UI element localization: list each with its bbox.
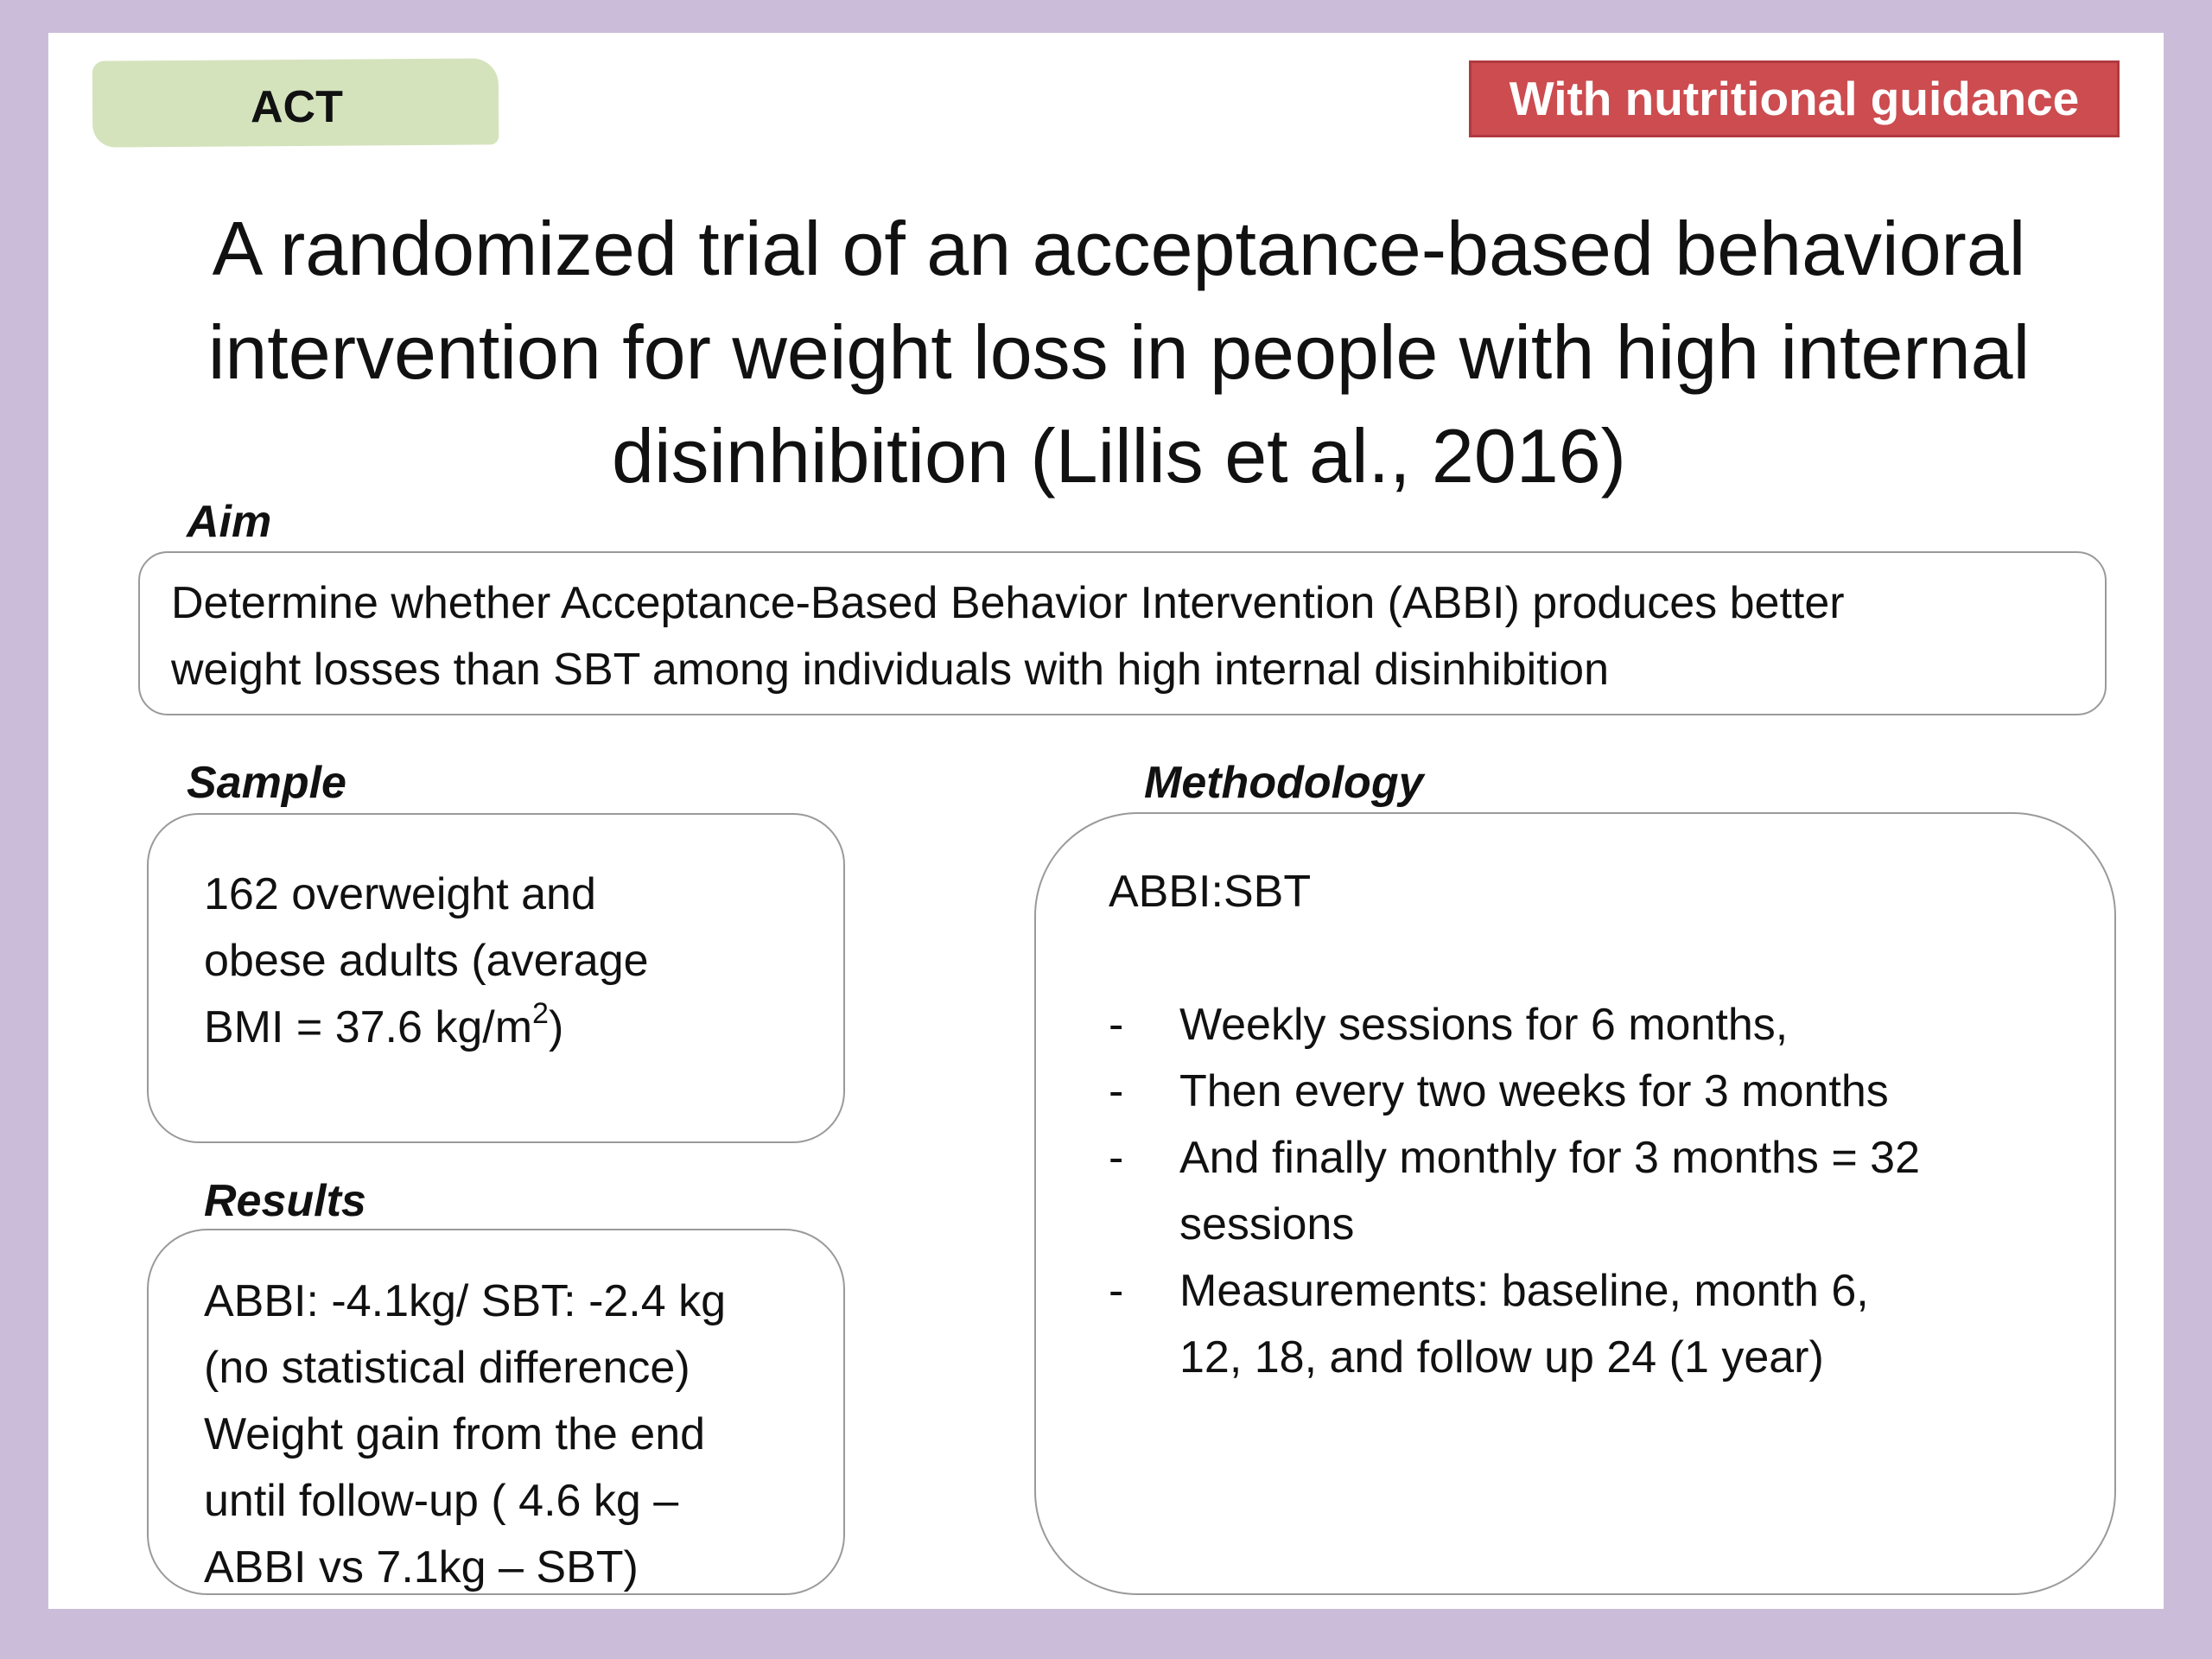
- methodology-intro: ABBI:SBT: [1109, 867, 1312, 917]
- methodology-item: - Then every two weeks for 3 months: [1109, 1058, 2042, 1125]
- bullet-dash: -: [1109, 1133, 1124, 1183]
- aim-heading: Aim: [187, 497, 272, 547]
- bmi-value: BMI = 37.6 kg/m: [204, 1002, 533, 1052]
- title-line: disinhibition (Lillis et al., 2016): [612, 413, 1626, 499]
- methodology-item: - Weekly sessions for 6 months,: [1109, 992, 2042, 1058]
- bmi-exponent: 2: [532, 997, 549, 1030]
- methodology-heading: Methodology: [1144, 758, 1424, 808]
- bullet-dash: -: [1109, 1266, 1124, 1316]
- methodology-item-line: Measurements: baseline, month 6,: [1179, 1266, 1869, 1316]
- sample-text-line: 162 overweight and: [204, 869, 596, 919]
- sample-heading: Sample: [187, 758, 346, 808]
- sample-text-line: BMI = 37.6 kg/m2): [204, 995, 788, 1061]
- methodology-item-line: And finally monthly for 3 months = 32: [1179, 1133, 1921, 1183]
- act-tag-label: ACT: [251, 82, 343, 132]
- results-text-line: until follow-up ( 4.6 kg –: [204, 1476, 679, 1526]
- bullet-dash: -: [1109, 1000, 1124, 1050]
- aim-box: Determine whether Acceptance-Based Behav…: [138, 551, 2107, 715]
- nutritional-guidance-badge: With nutritional guidance: [1469, 60, 2120, 137]
- aim-text-line: weight losses than SBT among individuals…: [171, 645, 1609, 695]
- results-box: ABBI: -4.1kg/ SBT: -2.4 kg (no statistic…: [147, 1229, 845, 1595]
- sample-text-line: obese adults (average: [204, 936, 649, 986]
- sample-box: 162 overweight and obese adults (average…: [147, 813, 845, 1143]
- results-heading: Results: [204, 1176, 366, 1226]
- bmi-close-paren: ): [548, 1002, 564, 1052]
- methodology-item-line: Then every two weeks for 3 months: [1179, 1066, 1889, 1116]
- title-line: A randomized trial of an acceptance-base…: [212, 206, 2026, 291]
- bullet-dash: -: [1109, 1066, 1124, 1116]
- methodology-item-line: Weekly sessions for 6 months,: [1179, 1000, 1789, 1050]
- results-text-line: ABBI: -4.1kg/ SBT: -2.4 kg: [204, 1276, 727, 1326]
- methodology-item-line: sessions: [1179, 1199, 1355, 1249]
- page-title: A randomized trial of an acceptance-base…: [112, 197, 2126, 508]
- results-text-line: (no statistical difference): [204, 1343, 690, 1393]
- methodology-item: - Measurements: baseline, month 6, 12, 18,…: [1109, 1258, 2042, 1391]
- results-text-line: Weight gain from the end: [204, 1409, 706, 1459]
- methodology-item-line: 12, 18, and follow up 24 (1 year): [1179, 1332, 1824, 1382]
- title-line: intervention for weight loss in people w…: [207, 309, 2031, 395]
- methodology-item: - And finally monthly for 3 months = 32 se…: [1109, 1125, 2042, 1258]
- aim-text-line: Determine whether Acceptance-Based Behav…: [171, 578, 1845, 628]
- methodology-list: - Weekly sessions for 6 months, - Then ever…: [1109, 992, 2042, 1391]
- methodology-box: ABBI:SBT - Weekly sessions for 6 months, -…: [1034, 812, 2116, 1595]
- results-text-line: ABBI vs 7.1kg – SBT): [204, 1542, 639, 1592]
